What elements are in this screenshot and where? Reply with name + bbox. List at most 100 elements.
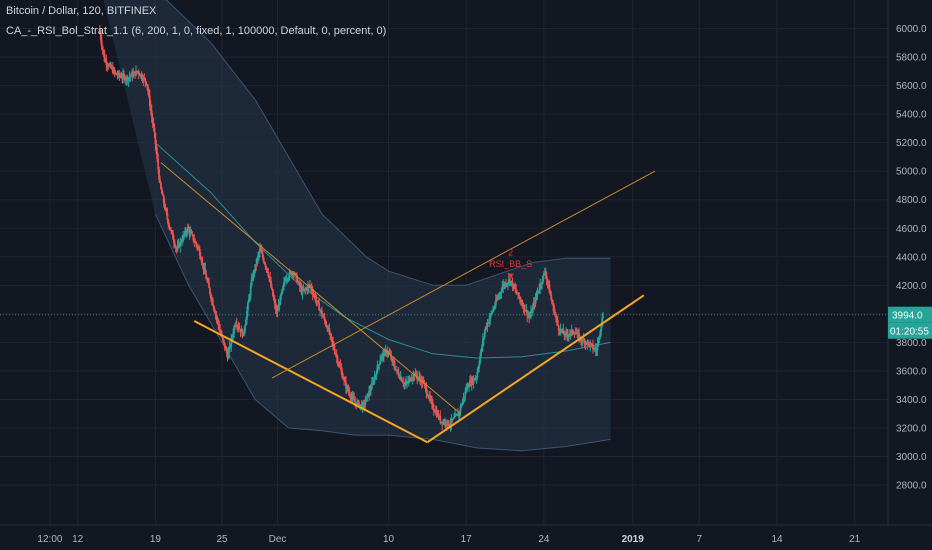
candle-body [236, 326, 239, 328]
candle-body [281, 289, 284, 294]
candle-body [434, 411, 437, 413]
candle-body [487, 322, 490, 324]
candle-body [302, 289, 305, 291]
candle-body [173, 242, 176, 247]
candle-body [518, 297, 521, 300]
candle-body [445, 424, 448, 426]
candle-body [527, 315, 530, 317]
candle-body [339, 365, 342, 369]
candle-body [370, 383, 373, 390]
candle-body [127, 77, 130, 81]
trendline-support[interactable] [426, 294, 645, 444]
price-tick-label: 4800.0 [896, 195, 927, 206]
candle-body [577, 332, 580, 334]
candle-body [337, 363, 340, 365]
time-tick-label: 24 [538, 534, 550, 545]
candle-body [284, 280, 286, 283]
candle-body [347, 390, 350, 393]
candle-body [314, 295, 317, 301]
candle-body [559, 329, 562, 332]
candle-body [100, 40, 103, 47]
candle-body [203, 268, 206, 270]
candle-body [599, 331, 602, 337]
candle-body [190, 232, 193, 234]
candle-body [263, 261, 266, 264]
candle-body [160, 188, 163, 194]
candle-body [539, 283, 542, 290]
candle-body [499, 292, 502, 294]
candle-body [308, 285, 311, 287]
price-tick-label: 5800.0 [896, 53, 927, 64]
candle-body [391, 359, 394, 361]
candle-body [586, 340, 589, 344]
candle-body [517, 292, 519, 295]
candle-body [237, 326, 240, 329]
candle-body [507, 279, 510, 283]
price-axis[interactable]: 2800.03000.03200.03400.03600.03800.04000… [896, 24, 927, 492]
signal-annotations: 2 RSI_BB_S [489, 247, 532, 280]
trendline-guide[interactable] [271, 170, 656, 379]
candle-body [504, 283, 506, 286]
band-basis-line [155, 142, 611, 359]
price-tick-label: 4200.0 [896, 281, 927, 292]
candle-body [288, 272, 291, 278]
candle-body [502, 284, 505, 288]
candle-body [443, 421, 445, 424]
time-axis[interactable]: 12:00 12 19 25 Dec 10 17 24 2019 7 14 21 [37, 534, 860, 545]
candle-body [412, 373, 415, 379]
candle-body [523, 304, 526, 311]
symbol-title[interactable]: Bitcoin / Dollar, 120, BITFINEX [6, 5, 157, 17]
candle-body [325, 324, 328, 327]
candle-body [381, 354, 383, 358]
candle-body [276, 310, 279, 313]
candle-body [468, 386, 470, 388]
candle-body [459, 406, 462, 412]
candle-body [433, 410, 436, 413]
candle-body [152, 123, 155, 128]
candle-body [250, 279, 253, 287]
candle-body [569, 330, 572, 334]
candle-body [553, 305, 555, 314]
candle-body [238, 328, 241, 330]
candle-body [197, 247, 200, 249]
candle-body [349, 395, 352, 398]
candle-body [289, 272, 292, 274]
candle-body [308, 285, 310, 287]
candle-body [373, 376, 376, 382]
candle-body [345, 386, 348, 389]
candle-body [112, 69, 115, 74]
candle-body [376, 365, 379, 374]
candle-body [574, 333, 577, 335]
candle-body [111, 67, 114, 74]
price-tick-label: 5600.0 [896, 81, 927, 92]
candle-body [290, 272, 293, 275]
candle-body [166, 213, 169, 220]
candle-body [366, 394, 369, 398]
candle-body [144, 78, 147, 82]
candle-body [143, 77, 146, 79]
candle-body [216, 317, 219, 321]
last-price-tag [888, 306, 932, 323]
candle-body [214, 312, 217, 315]
candle-body [582, 338, 585, 341]
candle-body [567, 334, 569, 337]
indicator-legend[interactable]: CA_-_RSI_Bol_Strat_1.1 (6, 200, 1, 0, fi… [6, 25, 387, 37]
candle-body [509, 280, 512, 283]
candle-body [159, 179, 161, 183]
candle-body [465, 390, 468, 392]
candle-body [168, 225, 171, 228]
candle-body [222, 336, 224, 340]
trendline-support[interactable] [193, 320, 428, 444]
candle-body [505, 283, 507, 286]
candle-body [479, 356, 481, 364]
candle-body [454, 414, 456, 418]
candle-body [286, 278, 289, 280]
price-tick-label: 5400.0 [896, 110, 927, 121]
candle-body [370, 389, 372, 391]
trendline-guide[interactable] [160, 162, 461, 415]
candle-body [563, 333, 566, 336]
candle-body [259, 248, 261, 253]
trendlines[interactable] [160, 162, 656, 444]
candle-body [274, 303, 277, 311]
